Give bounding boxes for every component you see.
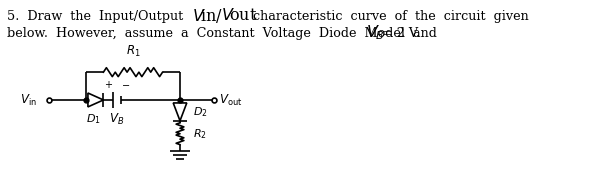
Text: $\mathit{V}\!$out: $\mathit{V}\!$out <box>221 7 257 24</box>
Text: $R_1$: $R_1$ <box>126 44 140 59</box>
Text: $D_2$: $D_2$ <box>192 105 207 119</box>
Text: $\mathit{V}_{\!B}$: $\mathit{V}_{\!B}$ <box>366 23 384 42</box>
Text: = 2 V.: = 2 V. <box>381 26 419 40</box>
Text: $R_2$: $R_2$ <box>192 127 207 141</box>
Text: $D_1$: $D_1$ <box>86 112 101 126</box>
Text: characteristic  curve  of  the  circuit  given: characteristic curve of the circuit give… <box>252 10 529 23</box>
Text: below.  However,  assume  a  Constant  Voltage  Diode  Model  and: below. However, assume a Constant Voltag… <box>7 26 437 40</box>
Text: $V_{\rm out}$: $V_{\rm out}$ <box>219 92 242 108</box>
Polygon shape <box>88 93 103 107</box>
Text: 5.  Draw  the  Input/Output: 5. Draw the Input/Output <box>7 10 183 23</box>
Polygon shape <box>173 103 187 121</box>
Text: $V_{\rm in}$: $V_{\rm in}$ <box>20 92 37 108</box>
Text: $\mathit{V}\!$in/: $\mathit{V}\!$in/ <box>192 7 223 25</box>
Text: −: − <box>122 81 129 91</box>
Text: +: + <box>105 80 112 90</box>
Text: $V_B$: $V_B$ <box>109 112 125 127</box>
